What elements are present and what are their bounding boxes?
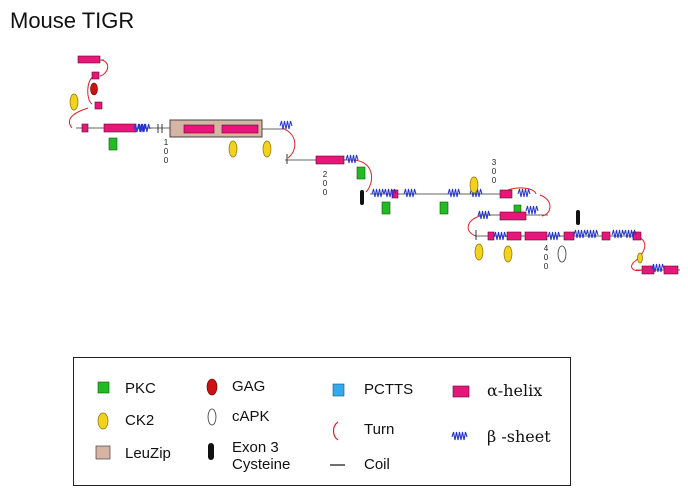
svg-text:0: 0: [164, 156, 169, 165]
legend-pkc-swatch: [97, 381, 110, 394]
legend-box: [73, 357, 571, 486]
legend-exon3-swatch: [208, 443, 214, 460]
legend-ck2-swatch: [97, 412, 109, 430]
legend-leuzip-label: LeuZip: [125, 445, 171, 462]
figure-title: Mouse TIGR: [10, 8, 135, 33]
capk-site: [557, 245, 567, 263]
residue-tick-100: 1 0 0: [164, 138, 169, 165]
legend-coil-label: Coil: [364, 456, 390, 473]
legend-symbols: [95, 378, 470, 466]
small-marks: [157, 124, 477, 240]
residue-tick-400: 4 0 0: [544, 244, 549, 271]
svg-text:0: 0: [544, 253, 549, 262]
svg-text:0: 0: [323, 179, 328, 188]
legend-exon3-label-1: Exon 3: [232, 439, 279, 456]
legend-sheet-swatch: [451, 431, 468, 441]
svg-text:1: 1: [164, 138, 169, 147]
legend-pctts-label: PCTTS: [364, 381, 414, 398]
legend-gag-swatch: [206, 378, 218, 396]
legend-leuzip-swatch: [95, 445, 111, 460]
legend-turn-label: Turn: [364, 421, 395, 438]
svg-text:2: 2: [323, 170, 328, 179]
legend-sheet-label: β -sheet: [487, 427, 551, 446]
legend-ck2-label: CK2: [125, 412, 155, 429]
legend-capk-swatch: [207, 408, 217, 426]
alpha-helices: [77, 55, 679, 275]
gag-site: [90, 82, 98, 96]
pkc-sites: [108, 137, 522, 215]
legend-turn-swatch: [332, 421, 339, 441]
beta-sheets: [133, 120, 665, 273]
ck2-sites: [69, 93, 643, 264]
legend-capk-label: cAPK: [232, 408, 270, 425]
residue-tick-300: 3 0 0: [492, 158, 497, 185]
svg-text:0: 0: [492, 176, 497, 185]
svg-text:0: 0: [164, 147, 169, 156]
coil-segments: [76, 59, 680, 271]
legend-gag-label: GAG: [232, 378, 266, 395]
legend-pkc-label: PKC: [125, 380, 156, 397]
svg-text:0: 0: [492, 167, 497, 176]
svg-text:4: 4: [544, 244, 549, 253]
residue-tick-200: 2 0 0: [323, 170, 328, 197]
svg-text:0: 0: [544, 262, 549, 271]
legend-pctts-swatch: [332, 383, 345, 397]
turn-segments: [68, 59, 646, 271]
svg-text:3: 3: [492, 158, 497, 167]
legend-helix-label: α-helix: [487, 381, 543, 400]
legend-helix-swatch: [452, 385, 470, 398]
svg-text:0: 0: [323, 188, 328, 197]
legend-exon3-label-2: Cysteine: [232, 456, 291, 473]
exon3-cysteines: [360, 190, 580, 225]
